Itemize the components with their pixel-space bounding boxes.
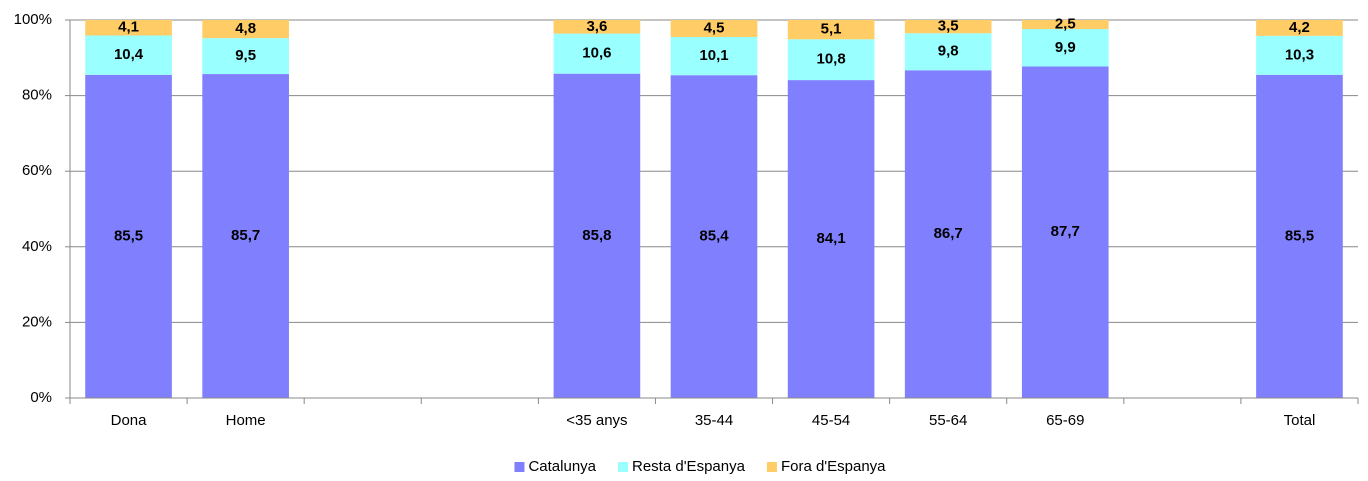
data-label: 9,9 <box>1055 39 1076 56</box>
legend-swatch <box>618 462 629 472</box>
legend-swatch <box>766 462 777 472</box>
legend-swatch <box>514 462 525 472</box>
data-label: 85,4 <box>699 228 729 245</box>
bar-segment <box>1021 66 1109 398</box>
data-label: 10,6 <box>582 45 611 62</box>
data-label: 84,1 <box>816 230 845 247</box>
y-tick-label: 80% <box>22 87 52 104</box>
bar-segment <box>1021 29 1109 67</box>
legend-label: Resta d'Espanya <box>632 458 746 475</box>
data-label: 9,8 <box>938 43 959 60</box>
bar-segment <box>553 33 641 74</box>
bar-segment <box>553 20 641 34</box>
x-tick-label: 45-54 <box>812 412 850 429</box>
bar-segment <box>670 75 758 399</box>
x-tick-label: 65-69 <box>1046 412 1084 429</box>
data-label: 2,5 <box>1055 16 1076 33</box>
bar-segment <box>1021 20 1109 30</box>
legend-label: Catalunya <box>528 458 596 475</box>
data-label: 4,1 <box>118 19 139 36</box>
data-label: 10,1 <box>699 47 728 64</box>
bar-segment <box>85 74 172 398</box>
data-label: 85,5 <box>114 227 143 244</box>
data-label: 10,3 <box>1285 46 1314 63</box>
bar-segment <box>85 20 172 36</box>
bar-segment <box>670 37 758 76</box>
data-label: 4,5 <box>704 19 725 36</box>
bar-segment <box>1256 74 1343 398</box>
bar-segment <box>787 20 875 40</box>
bar-segment <box>85 35 172 75</box>
x-tick-label: <35 anys <box>566 412 627 429</box>
bar-segment <box>202 20 289 39</box>
bar-segment <box>202 74 289 398</box>
data-label: 86,7 <box>934 225 963 242</box>
x-tick-label: Dona <box>111 412 148 429</box>
data-label: 3,6 <box>586 18 607 35</box>
data-label: 87,7 <box>1051 223 1080 240</box>
x-tick-label: 35-44 <box>695 412 733 429</box>
bar-segment <box>1256 20 1343 36</box>
x-tick-label: 55-64 <box>929 412 967 429</box>
data-label: 4,2 <box>1289 19 1310 36</box>
bar-segment <box>904 20 992 34</box>
x-tick-label: Total <box>1284 412 1316 429</box>
data-label: 85,7 <box>231 227 260 244</box>
data-label: 85,5 <box>1285 227 1314 244</box>
bar-segment <box>1256 35 1343 75</box>
bar-segment <box>787 80 875 399</box>
bar-segment <box>202 38 289 75</box>
y-tick-label: 100% <box>14 11 52 28</box>
data-label: 10,8 <box>816 51 845 68</box>
data-label: 9,5 <box>235 47 256 64</box>
bar-segment <box>904 33 992 71</box>
bar-segment <box>904 70 992 399</box>
bar-segment <box>553 73 641 399</box>
bar-segment <box>787 39 875 81</box>
y-tick-label: 20% <box>22 313 52 330</box>
data-label: 5,1 <box>821 21 842 38</box>
y-tick-label: 0% <box>30 389 52 406</box>
data-label: 4,8 <box>235 20 256 37</box>
y-tick-label: 60% <box>22 162 52 179</box>
legend-label: Fora d'Espanya <box>781 458 886 475</box>
x-tick-label: Home <box>226 412 266 429</box>
bar-segment <box>670 20 758 38</box>
y-tick-label: 40% <box>22 238 52 255</box>
data-label: 85,8 <box>582 227 611 244</box>
data-label: 10,4 <box>114 46 144 63</box>
data-label: 3,5 <box>938 18 959 35</box>
